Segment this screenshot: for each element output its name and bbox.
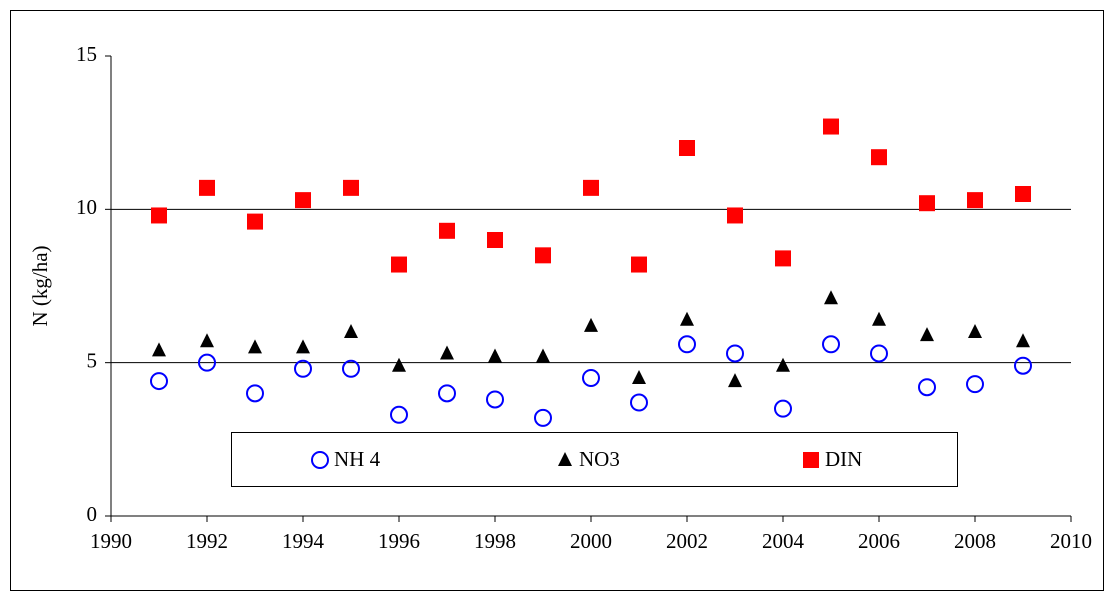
point bbox=[391, 256, 407, 273]
point bbox=[631, 256, 647, 273]
point bbox=[536, 348, 550, 363]
point bbox=[150, 372, 168, 391]
point bbox=[248, 339, 262, 354]
point bbox=[679, 140, 695, 156]
x-tick-label: 1998 bbox=[474, 529, 516, 553]
point bbox=[968, 324, 982, 338]
point bbox=[920, 327, 934, 342]
point bbox=[680, 311, 694, 326]
x-tick-label: 1992 bbox=[186, 529, 228, 553]
point bbox=[392, 357, 406, 372]
point bbox=[342, 359, 360, 378]
y-axis-label: N (kg/ha) bbox=[28, 245, 52, 326]
point bbox=[1016, 333, 1030, 348]
point bbox=[822, 335, 840, 354]
point bbox=[967, 192, 983, 209]
point bbox=[198, 353, 216, 372]
y-tick-label: 0 bbox=[87, 502, 98, 526]
chart-border bbox=[10, 10, 1104, 591]
y-tick-label: 5 bbox=[87, 348, 98, 372]
point bbox=[152, 342, 166, 357]
x-tick-label: 2004 bbox=[762, 529, 805, 553]
point bbox=[438, 384, 456, 403]
point bbox=[200, 333, 214, 348]
x-tick-label: 2006 bbox=[858, 529, 900, 553]
point bbox=[296, 339, 310, 354]
point bbox=[871, 149, 887, 166]
point bbox=[824, 290, 838, 305]
point bbox=[872, 311, 886, 326]
point bbox=[678, 335, 696, 354]
point bbox=[486, 390, 504, 409]
point bbox=[535, 247, 551, 264]
legend-label: NO3 bbox=[579, 447, 620, 471]
point bbox=[295, 192, 311, 209]
point bbox=[151, 207, 167, 224]
point bbox=[918, 378, 936, 397]
legend-marker bbox=[311, 451, 329, 469]
x-tick-label: 1994 bbox=[282, 529, 325, 553]
point bbox=[1014, 356, 1032, 375]
point bbox=[776, 357, 790, 372]
point bbox=[487, 232, 503, 248]
x-tick-label: 1990 bbox=[90, 529, 132, 553]
point bbox=[727, 207, 743, 224]
point bbox=[488, 348, 502, 363]
point bbox=[774, 399, 792, 418]
point bbox=[726, 344, 744, 363]
point bbox=[534, 408, 552, 427]
x-tick-label: 1996 bbox=[378, 529, 420, 553]
x-tick-label: 2010 bbox=[1050, 529, 1092, 553]
x-tick-label: 2008 bbox=[954, 529, 996, 553]
point bbox=[440, 345, 454, 360]
point bbox=[632, 370, 646, 384]
point bbox=[294, 359, 312, 378]
point bbox=[199, 179, 215, 196]
point bbox=[583, 179, 599, 196]
point bbox=[582, 369, 600, 387]
point bbox=[775, 250, 791, 267]
point bbox=[630, 393, 648, 412]
legend-label: DIN bbox=[825, 447, 862, 471]
x-tick-label: 2000 bbox=[570, 529, 612, 553]
y-tick-label: 10 bbox=[76, 195, 97, 219]
point bbox=[728, 373, 742, 388]
legend-marker bbox=[803, 452, 819, 468]
point bbox=[246, 384, 264, 403]
point bbox=[823, 118, 839, 135]
point bbox=[1015, 186, 1031, 202]
point bbox=[584, 317, 598, 332]
point bbox=[439, 222, 455, 239]
point bbox=[870, 344, 888, 363]
point bbox=[390, 405, 408, 424]
point bbox=[343, 179, 359, 196]
legend-marker bbox=[558, 452, 572, 466]
point bbox=[966, 375, 984, 394]
legend-box bbox=[231, 432, 958, 487]
x-tick-label: 2002 bbox=[666, 529, 708, 553]
legend-label: NH 4 bbox=[334, 447, 381, 471]
y-tick-label: 15 bbox=[76, 42, 97, 66]
point bbox=[919, 195, 935, 212]
point bbox=[247, 213, 263, 230]
point bbox=[344, 324, 358, 338]
